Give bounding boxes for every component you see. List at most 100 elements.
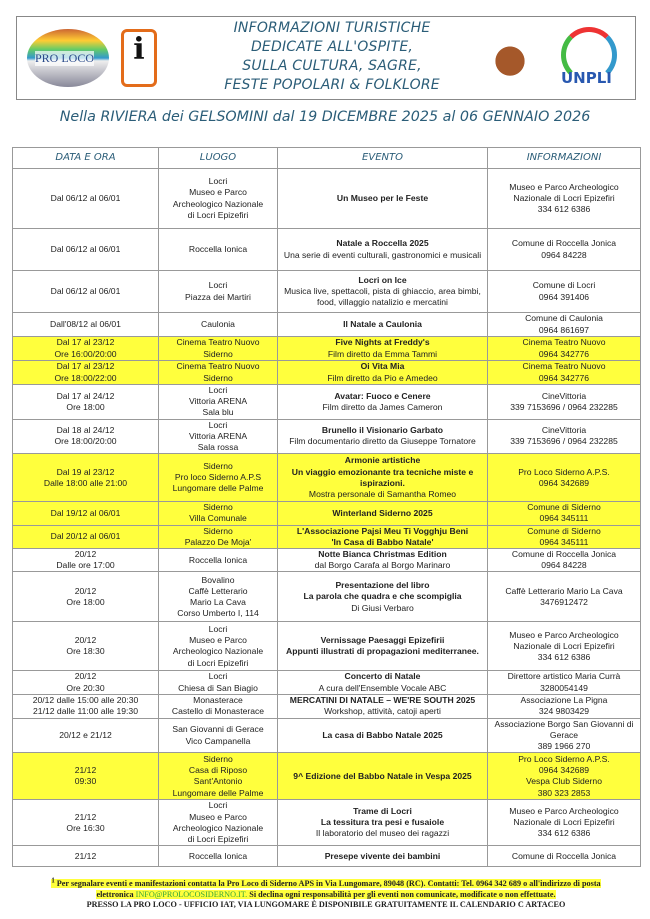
place-cell: Monasterace Castello di Monasterace — [158, 693, 278, 719]
event-cell: 9^ Edizione del Babbo Natale in Vespa 20… — [277, 752, 488, 801]
pro-loco-logo: PRO LOCO — [27, 29, 109, 87]
table-row: Dall'08/12 al 06/01 Caulonia Il Natale a C… — [12, 312, 641, 337]
place-line: Siderno — [203, 348, 233, 359]
date-line: 21/12 dalle 11:00 alle 19:30 — [33, 706, 138, 717]
title-line: DEDICATE ALL'OSPITE, — [250, 39, 414, 55]
date-cell: 21/12 — [12, 845, 159, 868]
pro-loco-logo-text: PRO LOCO — [35, 51, 95, 66]
date-cell: Dal 19 al 23/12 Dalle 18:00 alle 21:00 — [12, 453, 159, 503]
table-row: Dal 19 al 23/12 Dalle 18:00 alle 21:00 Sid… — [12, 453, 641, 503]
info-cell: Comune di Siderno 0964 345111 — [487, 501, 641, 526]
place-line: Piazza dei Martiri — [185, 291, 251, 302]
place-cell: Siderno Villa Comunale — [158, 501, 278, 526]
date-line: Dalle ore 17:00 — [56, 560, 115, 571]
event-line: Presepe vivente dei bambini — [324, 850, 441, 861]
table-header-row: DATA E ORA LUOGO EVENTO INFORMAZIONI — [12, 147, 641, 169]
event-cell: Natale a Roccella 2025 Una serie di event… — [277, 228, 488, 271]
place-cell: Locri Museo e Parco Archeologico Nazionale… — [158, 621, 278, 672]
event-line: Vernissage Paesaggi Epizefirii — [320, 635, 445, 646]
event-line: 9^ Edizione del Babbo Natale in Vespa 20… — [293, 770, 472, 781]
date-line: Dal 06/12 al 06/01 — [50, 192, 121, 203]
date-cell: 20/12 e 21/12 — [12, 717, 159, 754]
date-line: 20/12 dalle 15:00 alle 20:30 — [32, 695, 139, 706]
header-banner: PRO LOCO i INFORMAZIONI TURISTICHE DEDIC… — [16, 16, 636, 100]
info-line: 339 7153696 / 0964 232285 — [510, 436, 618, 447]
place-line: Roccella Ionica — [188, 243, 248, 254]
date-cell: 20/12 Ore 18:00 — [12, 571, 159, 623]
place-line: Museo e Parco — [189, 635, 247, 646]
date-line: 21/12 — [74, 765, 97, 776]
info-line: Comune di Roccella Jonica — [511, 850, 617, 861]
place-line: Lungomare delle Palme — [172, 787, 264, 798]
info-line: 324 9803429 — [538, 706, 590, 717]
event-line: Winterland Siderno 2025 — [332, 507, 433, 518]
info-cell: Associazione La Pigna 324 9803429 — [487, 693, 641, 719]
event-cell: Oi Vita Mia Film diretto da Pio e Amedeo — [277, 360, 488, 385]
event-line: Brunello il Visionario Garbato — [321, 425, 444, 436]
event-line: Mostra personale di Samantha Romeo — [308, 488, 457, 499]
info-line: Comune di Caulonia — [525, 313, 603, 324]
place-line: Sant'Antonio — [193, 776, 243, 787]
date-cell: 21/12 Ore 16:30 — [12, 799, 159, 847]
date-cell: 20/12 Ore 18:30 — [12, 621, 159, 672]
event-cell: Notte Bianca Christmas Edition dal Borgo … — [277, 548, 488, 573]
info-line: 389 1966 270 — [537, 741, 591, 752]
table-row: Dal 19/12 al 06/01 Siderno Villa Comunale W… — [12, 501, 641, 526]
date-cell: Dal 19/12 al 06/01 — [12, 501, 159, 526]
place-line: San Giovanni di Gerace — [172, 724, 264, 735]
footer-email-link[interactable]: INFO@PROLOCOSIDERNO.IT. — [135, 889, 248, 899]
event-line: Musica live, spettacoli, pista di ghiacc… — [284, 285, 481, 308]
date-line: Dal 20/12 al 06/01 — [50, 531, 121, 542]
info-cell: Cinema Teatro Nuovo 0964 342776 — [487, 360, 641, 385]
event-line: dal Borgo Carafa al Borgo Marinaro — [314, 560, 451, 571]
place-line: Locri — [208, 419, 228, 430]
place-cell: Caulonia — [158, 312, 278, 337]
date-cell: 20/12 Dalle ore 17:00 — [12, 548, 159, 573]
info-line: 334 612 6386 — [537, 652, 591, 663]
event-line: L'Associazione Pajsi Meu Ti Vogghju Beni — [296, 525, 469, 536]
event-line: Film diretto da Emma Tammi — [327, 348, 438, 359]
info-line: Nazionale di Locri Epizefiri — [513, 640, 615, 651]
event-line: Oi Vita Mia — [360, 361, 405, 372]
info-line: 0964 342689 — [538, 765, 590, 776]
date-line: Ore 18:00 — [66, 401, 105, 412]
date-cell: Dal 17 al 23/12 Ore 16:00/20:00 — [12, 336, 159, 361]
place-line: Siderno — [203, 460, 233, 471]
event-line: Il laboratorio del museo dei ragazzi — [315, 828, 450, 839]
info-line: 380 323 2853 — [537, 787, 591, 798]
date-line: 20/12 — [74, 671, 97, 682]
place-cell: Cinema Teatro Nuovo Siderno — [158, 336, 278, 361]
place-line: Palazzo De Moja' — [184, 536, 252, 547]
info-line: Nazionale di Locri Epizefiri — [513, 192, 615, 203]
date-cell: 20/12 dalle 15:00 alle 20:30 21/12 dalle … — [12, 693, 159, 719]
date-line: Dal 19/12 al 06/01 — [50, 507, 121, 518]
info-cell: CineVittoria 339 7153696 / 0964 232285 — [487, 384, 641, 420]
place-cell: Locri Museo e Parco Archeologico Nazionale… — [158, 799, 278, 847]
date-line: Dal 06/12 al 06/01 — [50, 285, 121, 296]
info-line: 0964 342776 — [538, 348, 590, 359]
place-line: Monasterace — [193, 695, 243, 706]
info-line: 0964 391406 — [538, 291, 590, 302]
event-line: La casa di Babbo Natale 2025 — [322, 730, 443, 741]
info-cell: Comune di Caulonia 0964 861697 — [487, 312, 641, 337]
info-cell: Caffè Letterario Mario La Cava 3476912472 — [487, 571, 641, 623]
date-line: Ore 16:00/20:00 — [54, 348, 117, 359]
table-row: Dal 17 al 23/12 Ore 18:00/22:00 Cinema Tea… — [12, 360, 641, 385]
title-line: INFORMAZIONI TURISTICHE — [233, 20, 431, 36]
unpli-logo-text: UNPLI — [561, 69, 612, 87]
content-flow: DATA E ORA LUOGO EVENTO INFORMAZIONI Dal… — [12, 147, 641, 911]
event-line: Concerto di Natale — [344, 671, 421, 682]
table-row: Dal 06/12 al 06/01 Locri Museo e Parco Arch… — [12, 168, 641, 229]
date-line: Dal 17 al 23/12 — [56, 337, 115, 348]
event-line: Presentazione del libro — [335, 580, 430, 591]
event-cell: Presentazione del libro La parola che qua… — [277, 571, 488, 623]
date-cell: Dal 17 al 24/12 Ore 18:00 — [12, 384, 159, 420]
title-line: FESTE POPOLARI & FOLKLORE — [224, 77, 440, 93]
info-line: CineVittoria — [541, 390, 587, 401]
place-line: Cinema Teatro Nuovo — [176, 361, 260, 372]
table-row: Dal 17 al 24/12 Ore 18:00 Locri Vittoria AR… — [12, 384, 641, 420]
info-cell: Direttore artistico Maria Currà 328005414… — [487, 670, 641, 695]
event-cell: Concerto di Natale A cura dell'Ensemble V… — [277, 670, 488, 695]
event-cell: Winterland Siderno 2025 — [277, 501, 488, 526]
event-line: La parola che quadra e che scompiglia — [303, 591, 462, 602]
